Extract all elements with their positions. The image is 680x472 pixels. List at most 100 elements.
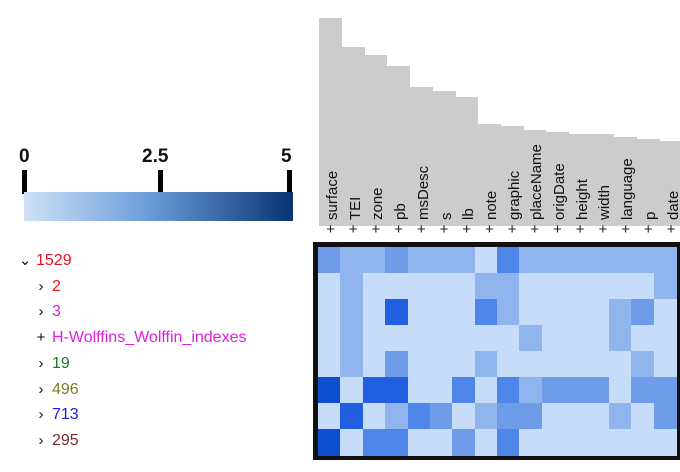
heatmap-cell[interactable]	[452, 377, 476, 404]
expand-column-plus-icon[interactable]: +	[643, 221, 653, 238]
heatmap-cell[interactable]	[340, 403, 364, 430]
heatmap-cell[interactable]	[541, 351, 565, 378]
heatmap-cell[interactable]	[362, 247, 386, 274]
heatmap-cell[interactable]	[318, 273, 341, 300]
heatmap-cell[interactable]	[340, 247, 364, 274]
heatmap-cell[interactable]	[362, 403, 386, 430]
heatmap-cell[interactable]	[541, 299, 565, 326]
heatmap-cell[interactable]	[385, 247, 408, 274]
heatmap-cell[interactable]	[653, 429, 677, 456]
expand-column-plus-icon[interactable]: +	[621, 221, 630, 238]
heatmap-cell[interactable]	[608, 429, 632, 456]
heatmap-cell[interactable]	[340, 351, 364, 378]
chevron-right-icon[interactable]: ›	[38, 406, 44, 424]
expand-column-plus-icon[interactable]: +	[394, 221, 403, 238]
heatmap-cell[interactable]	[452, 299, 476, 326]
chevron-right-icon[interactable]: ›	[38, 354, 44, 372]
heatmap-cell[interactable]	[429, 325, 453, 352]
heatmap-cell[interactable]	[631, 377, 655, 404]
heatmap-cell[interactable]	[429, 403, 453, 430]
heatmap-cell[interactable]	[474, 325, 498, 352]
heatmap-cell[interactable]	[631, 273, 655, 300]
heatmap-cell[interactable]	[474, 429, 498, 456]
heatmap-cell[interactable]	[519, 247, 543, 274]
heatmap-cell[interactable]	[474, 247, 498, 274]
tree-node-label[interactable]: 295	[52, 431, 79, 449]
heatmap-cell[interactable]	[564, 377, 587, 404]
heatmap-cell[interactable]	[385, 429, 408, 456]
heatmap-cell[interactable]	[452, 351, 476, 378]
heatmap-cell[interactable]	[407, 351, 431, 378]
tree-node-label[interactable]: 3	[52, 303, 61, 321]
chevron-right-icon[interactable]: ›	[38, 277, 44, 295]
expand-column-plus-icon[interactable]: +	[575, 221, 585, 238]
heatmap-cell[interactable]	[586, 247, 610, 274]
heatmap-cell[interactable]	[653, 273, 677, 300]
heatmap-cell[interactable]	[452, 247, 476, 274]
heatmap-cell[interactable]	[541, 247, 565, 274]
heatmap-cell[interactable]	[631, 247, 655, 274]
heatmap-cell[interactable]	[586, 377, 610, 404]
heatmap-cell[interactable]	[318, 325, 341, 352]
heatmap-cell[interactable]	[362, 429, 386, 456]
heatmap-cell[interactable]	[586, 299, 610, 326]
expand-column-plus-icon[interactable]: +	[553, 221, 562, 238]
heatmap-cell[interactable]	[541, 273, 565, 300]
heatmap-cell[interactable]	[318, 377, 341, 404]
heatmap-cell[interactable]	[631, 299, 655, 326]
heatmap-cell[interactable]	[429, 247, 453, 274]
expand-column-plus-icon[interactable]: +	[507, 221, 517, 238]
heatmap-cell[interactable]	[541, 403, 565, 430]
chevron-right-icon[interactable]: ›	[38, 380, 44, 398]
heatmap-cell[interactable]	[362, 273, 386, 300]
heatmap-cell[interactable]	[474, 273, 498, 300]
heatmap-cell[interactable]	[497, 377, 520, 404]
heatmap-cell[interactable]	[340, 325, 364, 352]
heatmap-cell[interactable]	[407, 403, 431, 430]
heatmap-cell[interactable]	[497, 273, 520, 300]
heatmap-cell[interactable]	[631, 403, 655, 430]
heatmap-cell[interactable]	[474, 377, 498, 404]
heatmap-cell[interactable]	[497, 351, 520, 378]
expand-column-plus-icon[interactable]: +	[530, 221, 540, 238]
expand-column-plus-icon[interactable]: +	[326, 221, 335, 238]
expand-column-plus-icon[interactable]: +	[439, 221, 449, 238]
expand-column-plus-icon[interactable]: +	[598, 221, 608, 238]
heatmap-cell[interactable]	[497, 299, 520, 326]
heatmap-cell[interactable]	[407, 429, 431, 456]
heatmap-cell[interactable]	[385, 273, 408, 300]
heatmap-cell[interactable]	[385, 325, 408, 352]
heatmap-cell[interactable]	[318, 429, 341, 456]
expand-column-plus-icon[interactable]: +	[416, 221, 426, 238]
heatmap-cell[interactable]	[340, 429, 364, 456]
tree-node-label[interactable]: 713	[52, 406, 79, 424]
heatmap-cell[interactable]	[452, 403, 476, 430]
heatmap-cell[interactable]	[429, 299, 453, 326]
heatmap-cell[interactable]	[407, 325, 431, 352]
heatmap-cell[interactable]	[362, 377, 386, 404]
heatmap-cell[interactable]	[564, 325, 587, 352]
heatmap-cell[interactable]	[519, 325, 543, 352]
heatmap-cell[interactable]	[497, 325, 520, 352]
heatmap-cell[interactable]	[519, 351, 543, 378]
tree-node-label[interactable]: 496	[52, 380, 79, 398]
heatmap-cell[interactable]	[519, 429, 543, 456]
heatmap-cell[interactable]	[452, 325, 476, 352]
heatmap-cell[interactable]	[497, 429, 520, 456]
heatmap-cell[interactable]	[474, 351, 498, 378]
heatmap-cell[interactable]	[318, 299, 341, 326]
heatmap-cell[interactable]	[407, 273, 431, 300]
tree-node-label[interactable]: H-Wolffins_Wolffin_indexes	[52, 329, 247, 347]
heatmap-cell[interactable]	[541, 377, 565, 404]
heatmap-cell[interactable]	[429, 377, 453, 404]
expand-column-plus-icon[interactable]: +	[371, 221, 381, 238]
heatmap-cell[interactable]	[519, 377, 543, 404]
heatmap-cell[interactable]	[407, 377, 431, 404]
heatmap-cell[interactable]	[608, 325, 632, 352]
tree-node-label[interactable]: 19	[52, 354, 70, 372]
heatmap-cell[interactable]	[429, 273, 453, 300]
heatmap-cell[interactable]	[608, 351, 632, 378]
heatmap-cell[interactable]	[362, 299, 386, 326]
heatmap-cell[interactable]	[608, 247, 632, 274]
heatmap-cell[interactable]	[586, 325, 610, 352]
